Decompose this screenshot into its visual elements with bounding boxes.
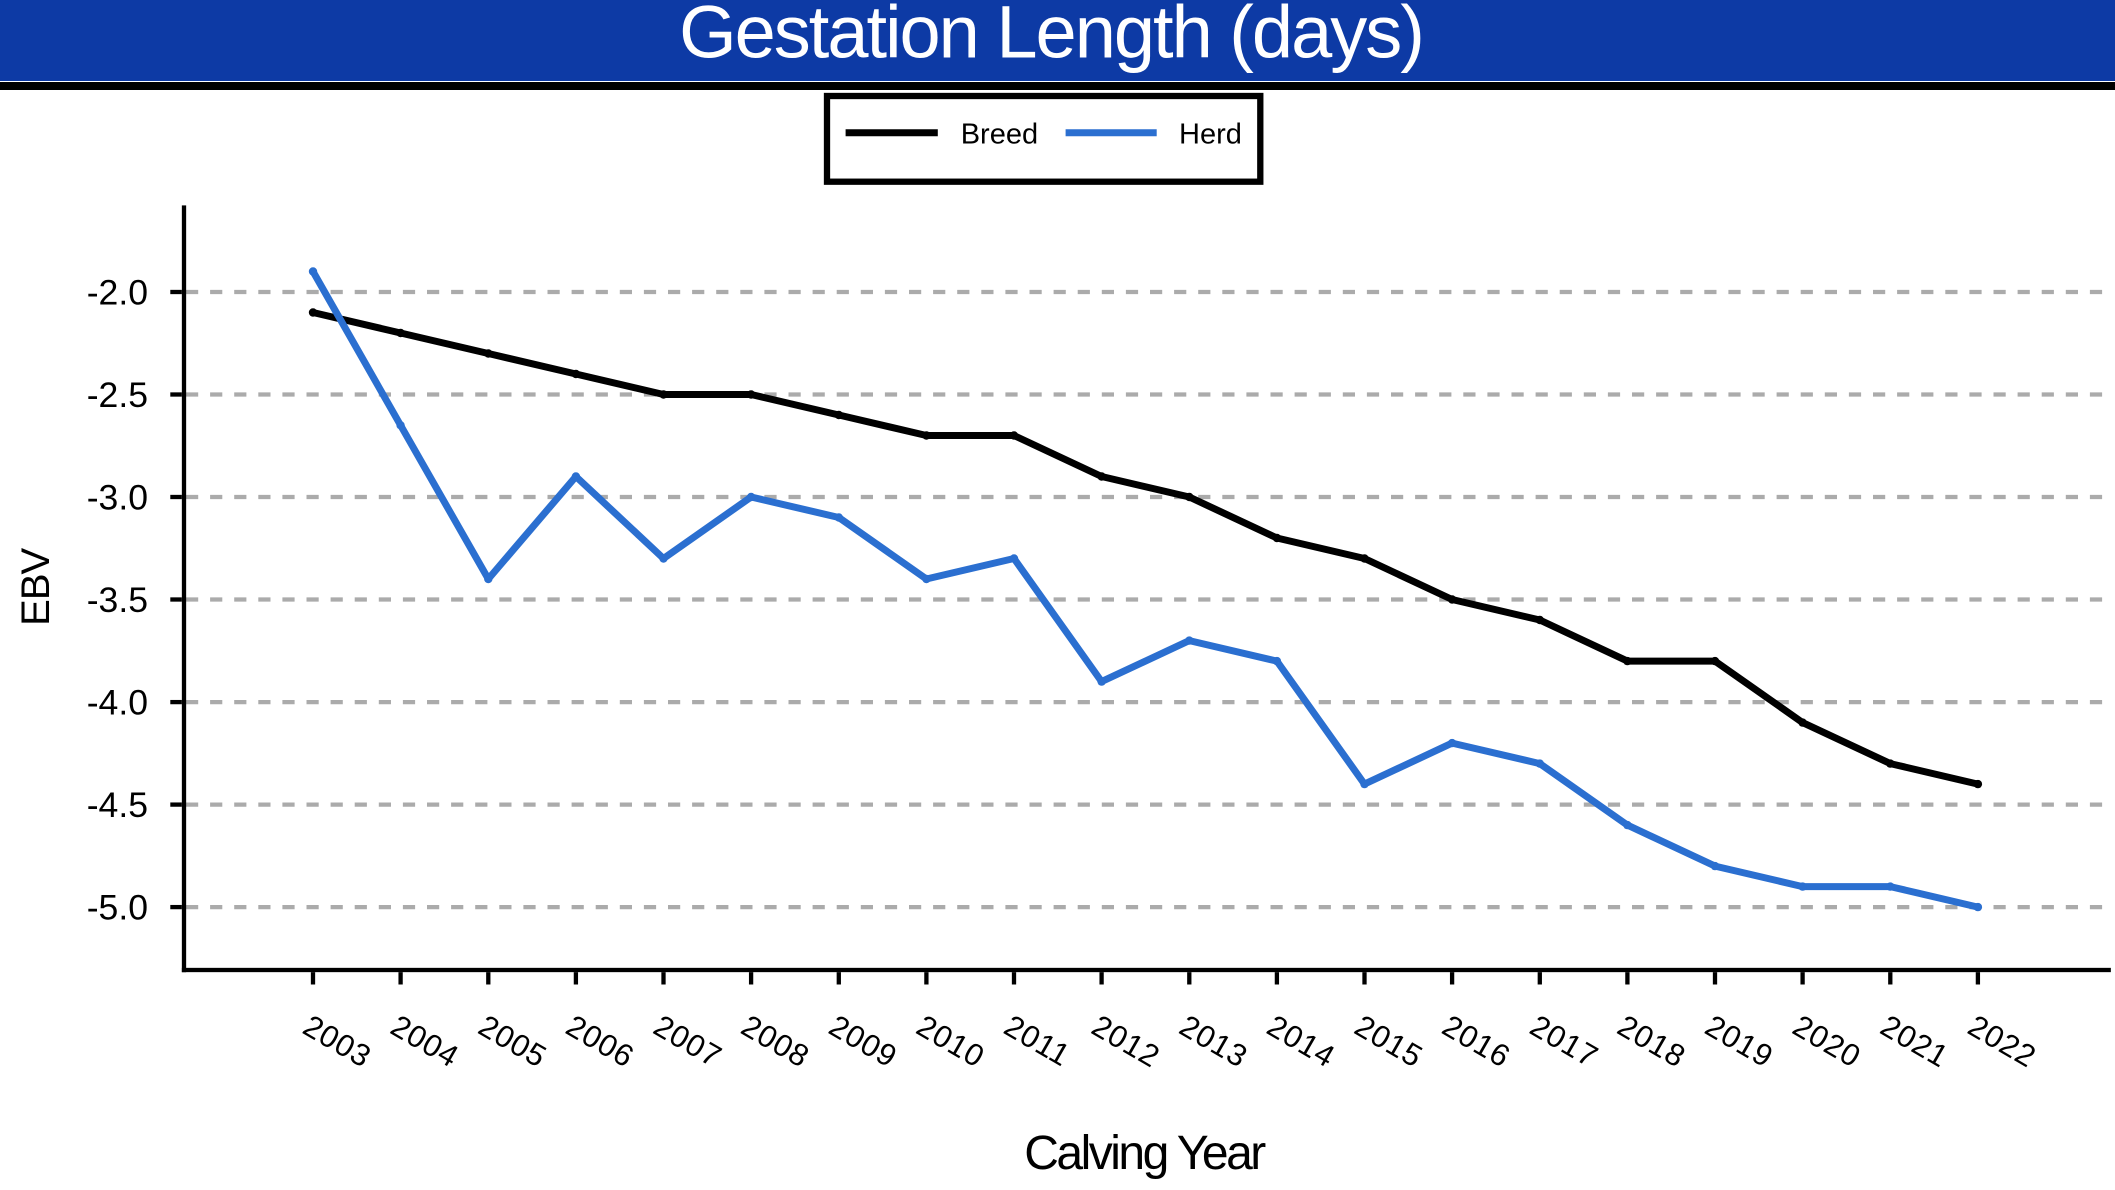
svg-text:-5.0: -5.0: [87, 887, 148, 927]
svg-text:-4.5: -4.5: [87, 785, 148, 825]
svg-text:-2.5: -2.5: [87, 375, 148, 415]
svg-text:Calving Year: Calving Year: [1024, 1127, 1266, 1180]
svg-text:EBV: EBV: [14, 547, 58, 625]
svg-text:-3.5: -3.5: [87, 580, 148, 620]
svg-text:-2.0: -2.0: [87, 272, 148, 312]
svg-text:Herd: Herd: [1179, 119, 1242, 151]
svg-text:-3.0: -3.0: [87, 477, 148, 517]
svg-text:Gestation Length (days): Gestation Length (days): [679, 0, 1423, 74]
svg-text:-4.0: -4.0: [87, 682, 148, 722]
svg-text:Breed: Breed: [961, 119, 1038, 151]
